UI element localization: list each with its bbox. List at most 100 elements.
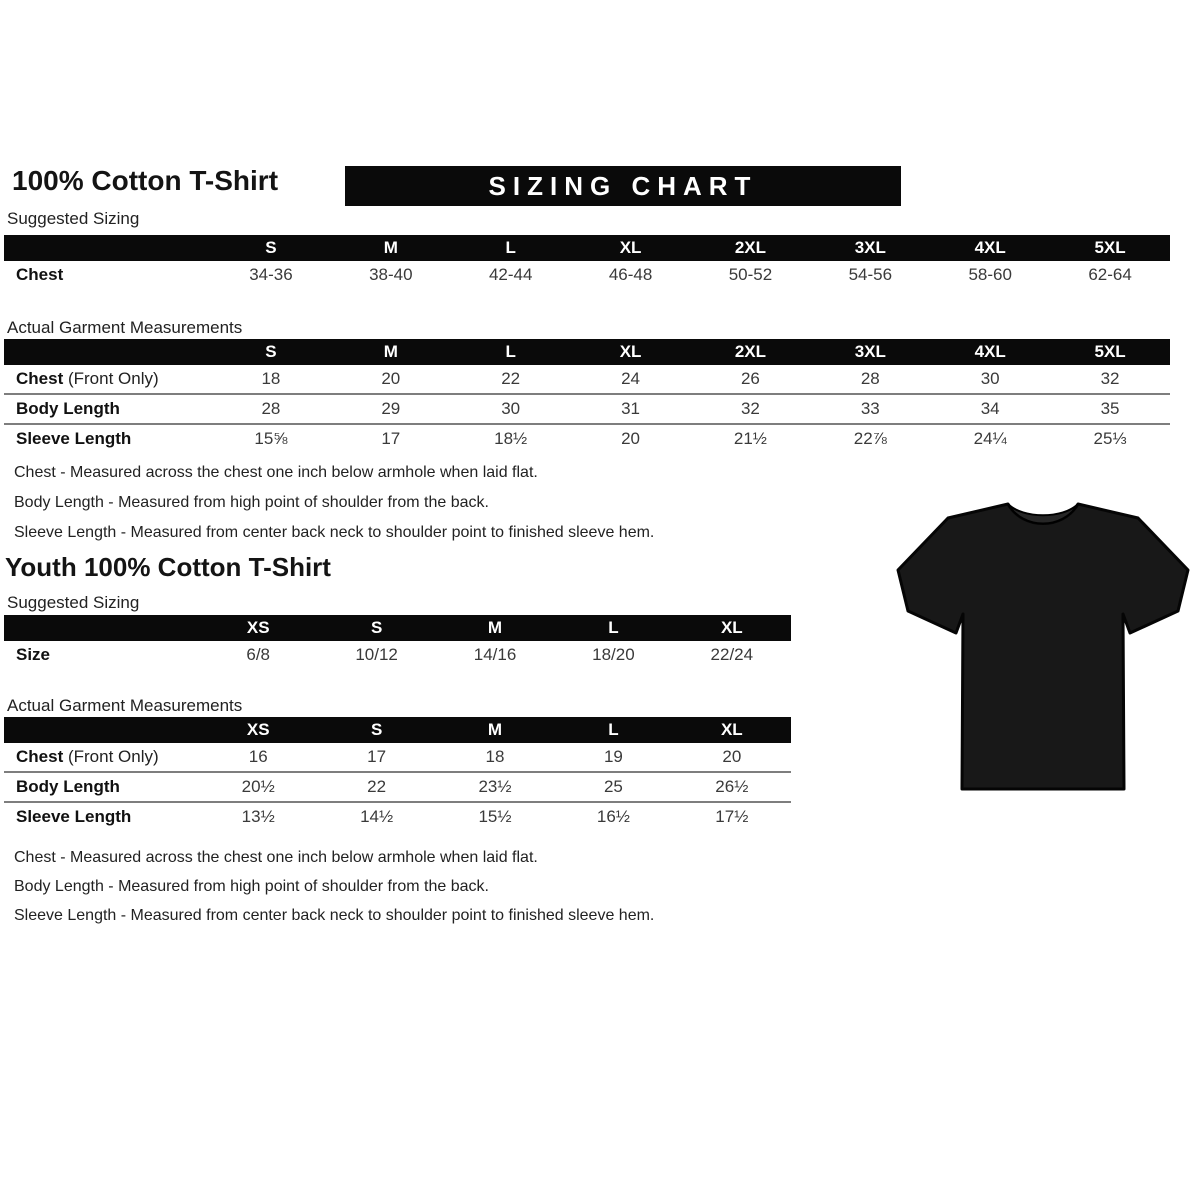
table-header-cell: 5XL bbox=[1094, 342, 1126, 361]
table-row-label: Body Length bbox=[16, 399, 120, 418]
table-cell: 22/24 bbox=[710, 645, 754, 664]
table-cell: 30 bbox=[501, 399, 521, 418]
table-row: Sleeve Length 13½ 14½ 15½ 16½ 17½ bbox=[4, 801, 791, 831]
table-cell: 62-64 bbox=[1088, 265, 1132, 284]
note-body-length: Body Length - Measured from high point o… bbox=[14, 494, 489, 511]
table-header-cell: XS bbox=[246, 720, 270, 739]
table-header-cell: 4XL bbox=[974, 342, 1006, 361]
note-body-length: Body Length - Measured from high point o… bbox=[14, 878, 489, 895]
table-cell: 28 bbox=[261, 399, 281, 418]
table-header-cell: M bbox=[383, 342, 398, 361]
youth-actual-measurements-table: XS S M L XL Chest (Front Only) 16 17 18 19 20 Body … bbox=[4, 717, 791, 831]
table-header-cell: L bbox=[608, 618, 619, 637]
table-cell: 28 bbox=[860, 369, 880, 388]
table-cell: 20 bbox=[381, 369, 401, 388]
table-cell: 38-40 bbox=[369, 265, 413, 284]
table-cell: 29 bbox=[381, 399, 401, 418]
table-header-cell: M bbox=[383, 238, 398, 257]
table-cell: 32 bbox=[1100, 369, 1120, 388]
table-header-cell: 2XL bbox=[734, 342, 767, 361]
table-cell: 42-44 bbox=[488, 265, 533, 284]
table-cell: 14/16 bbox=[473, 645, 517, 664]
table-header-row: S M L XL 2XL 3XL 4XL 5XL bbox=[4, 339, 1170, 365]
table-cell: 6/8 bbox=[246, 645, 271, 664]
table-header-cell: L bbox=[608, 720, 619, 739]
table-cell: 22 bbox=[367, 777, 387, 796]
table-cell: 15½ bbox=[478, 807, 512, 826]
table-cell: 34-36 bbox=[249, 265, 293, 284]
table-header-cell: XL bbox=[720, 720, 743, 739]
sizing-chart-banner: SIZING CHART bbox=[345, 166, 901, 206]
table-cell: 19 bbox=[603, 747, 623, 766]
youth-measurement-notes: Chest - Measured across the chest one in… bbox=[14, 843, 654, 930]
adult-section-title: 100% Cotton T-Shirt bbox=[12, 165, 279, 196]
note-chest: Chest - Measured across the chest one in… bbox=[14, 464, 538, 481]
table-cell: 10/12 bbox=[355, 645, 398, 664]
table-cell: 16½ bbox=[596, 807, 630, 826]
adult-suggested-sizing-label: Suggested Sizing bbox=[7, 209, 140, 228]
table-cell: 14½ bbox=[360, 807, 394, 826]
table-header-cell: XL bbox=[619, 238, 642, 257]
table-cell: 30 bbox=[980, 369, 1000, 388]
table-cell: 32 bbox=[740, 399, 760, 418]
table-cell: 20½ bbox=[241, 777, 275, 796]
table-header-cell: 5XL bbox=[1094, 238, 1126, 257]
table-header-row: XS S M L XL bbox=[4, 717, 791, 743]
table-cell: 20 bbox=[621, 429, 641, 448]
note-sleeve-length: Sleeve Length - Measured from center bac… bbox=[14, 907, 655, 924]
table-cell: 58-60 bbox=[968, 265, 1012, 284]
table-row-label: Sleeve Length bbox=[16, 429, 132, 448]
table-cell: 25 bbox=[603, 777, 623, 796]
table-cell: 18 bbox=[261, 369, 281, 388]
table-cell: 17 bbox=[367, 747, 387, 766]
tshirt-collar bbox=[1007, 503, 1079, 525]
tshirt-image bbox=[893, 488, 1193, 800]
table-row: Size 6/8 10/12 14/16 18/20 22/24 bbox=[4, 641, 791, 669]
table-header-cell: L bbox=[505, 342, 516, 361]
table-header-row: S M L XL 2XL 3XL 4XL 5XL bbox=[4, 235, 1170, 261]
youth-actual-measurements-label: Actual Garment Measurements bbox=[7, 696, 243, 715]
table-header-cell: 2XL bbox=[734, 238, 767, 257]
table-row: Body Length 28 29 30 31 32 33 34 35 bbox=[4, 393, 1170, 423]
table-row-label: Chest (Front Only) bbox=[16, 747, 159, 766]
table-header-row: XS S M L XL bbox=[4, 615, 791, 641]
table-cell: 25⅓ bbox=[1093, 429, 1127, 448]
table-cell: 13½ bbox=[241, 807, 275, 826]
table-cell: 18 bbox=[485, 747, 505, 766]
adult-actual-measurements-table: S M L XL 2XL 3XL 4XL 5XL Chest (Front Only) 18 20 2… bbox=[4, 339, 1170, 453]
table-cell: 22⅞ bbox=[853, 429, 887, 448]
table-cell: 24¼ bbox=[973, 429, 1007, 448]
note-sleeve-length: Sleeve Length - Measured from center bac… bbox=[14, 524, 655, 541]
table-cell: 26 bbox=[740, 369, 760, 388]
table-header-cell: XL bbox=[720, 618, 743, 637]
table-cell: 18½ bbox=[494, 429, 528, 448]
table-cell: 46-48 bbox=[608, 265, 653, 284]
table-row-label: Chest bbox=[16, 265, 64, 284]
table-header-cell: 3XL bbox=[854, 342, 886, 361]
table-row: Sleeve Length 15⅝ 17 18½ 20 21½ 22⅞ 24¼ 25⅓ bbox=[4, 423, 1170, 453]
table-cell: 18/20 bbox=[592, 645, 635, 664]
table-header-cell: S bbox=[370, 720, 383, 739]
table-cell: 35 bbox=[1100, 399, 1120, 418]
table-header-cell: 3XL bbox=[854, 238, 886, 257]
table-row-label: Sleeve Length bbox=[16, 807, 132, 826]
table-cell: 17 bbox=[381, 429, 401, 448]
tshirt-body bbox=[896, 502, 1190, 791]
adult-measurement-notes: Chest - Measured across the chest one in… bbox=[14, 458, 654, 548]
table-cell: 22 bbox=[501, 369, 521, 388]
table-cell: 24 bbox=[621, 369, 641, 388]
table-header-cell: 4XL bbox=[974, 238, 1006, 257]
youth-suggested-sizing-label: Suggested Sizing bbox=[7, 593, 140, 612]
table-cell: 54-56 bbox=[848, 265, 893, 284]
adult-actual-measurements-label: Actual Garment Measurements bbox=[7, 318, 243, 337]
table-header-cell: XS bbox=[246, 618, 270, 637]
table-header-cell: S bbox=[265, 238, 277, 257]
table-cell: 31 bbox=[621, 399, 641, 418]
table-cell: 21½ bbox=[733, 429, 767, 448]
table-header-cell: S bbox=[370, 618, 383, 637]
table-row-label: Chest (Front Only) bbox=[16, 369, 159, 388]
table-cell: 17½ bbox=[715, 807, 749, 826]
youth-suggested-sizing-table: XS S M L XL Size 6/8 10/12 14/16 18/20 22/24 bbox=[4, 615, 791, 669]
table-header-cell: M bbox=[487, 618, 503, 637]
adult-suggested-sizing-table: S M L XL 2XL 3XL 4XL 5XL Chest 34-36 38-40 42-44 46-… bbox=[4, 235, 1170, 289]
